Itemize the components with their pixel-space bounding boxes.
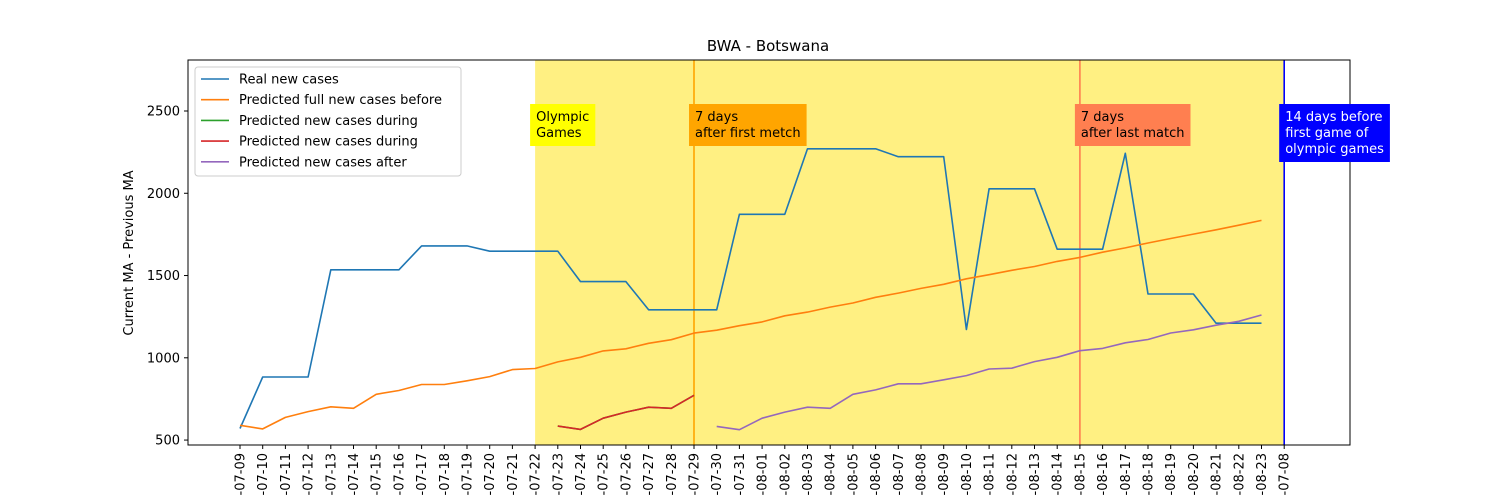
x-tick-label: -08-21 (1210, 453, 1225, 495)
series-line-0 (239, 148, 1262, 429)
x-tick-label: -07-19 (461, 453, 476, 495)
annotation-box (689, 104, 807, 146)
x-tick-label: -08-20 (1187, 453, 1202, 495)
legend-label: Predicted new cases during (239, 135, 418, 150)
y-tick-label: 2500 (147, 105, 180, 120)
legend-label: Predicted new cases during (239, 114, 418, 129)
axis-layer: 500 1000 1500 2000 2500 -07-09 -07-10 -07-11 -07… (147, 59, 1351, 495)
annotation-text: after first metch (695, 126, 801, 141)
annotation-text: olympic games (1285, 142, 1384, 157)
series-line-4 (716, 314, 1262, 431)
x-tick-label: -08-05 (846, 453, 861, 495)
y-tick-label: 500 (155, 434, 180, 449)
series-line-1 (239, 219, 1262, 430)
legend-label: Predicted new cases after (239, 155, 407, 170)
x-tick-label: -07-13 (324, 453, 339, 495)
x-tick-label: -08-04 (824, 453, 839, 495)
x-tick-label: -07-27 (642, 453, 657, 495)
annotation-text: Olympic (536, 110, 589, 125)
legend-label: Predicted full new cases before (239, 93, 442, 108)
x-tick-label: -08-07 (892, 453, 907, 495)
series-line-3 (557, 394, 695, 431)
x-tick-label: -07-14 (347, 453, 362, 495)
annotation-text: 7 days (1081, 110, 1124, 125)
annotation-box (1074, 104, 1191, 146)
x-tick-label: -07-31 (733, 453, 748, 495)
x-tick-label: -08-11 (983, 453, 998, 495)
annotation-text: first game of (1285, 126, 1369, 141)
x-tick-label: -08-06 (869, 453, 884, 495)
x-tick-label: -08-15 (1073, 453, 1088, 495)
x-tick-label: -07-18 (438, 453, 453, 495)
x-tick-label: -08-08 (915, 453, 930, 495)
x-tick-label: -08-22 (1232, 453, 1247, 495)
x-tick-label: -08-01 (756, 453, 771, 495)
x-tick-label: -07-15 (370, 453, 385, 495)
x-tick-label: -07-17 (415, 453, 430, 495)
x-tick-label: -07-09 (234, 453, 249, 495)
y-tick-label: 1000 (147, 351, 180, 366)
plot-frame (187, 59, 1351, 446)
x-tick-label: -07-30 (710, 453, 725, 495)
x-tick-label: -07-11 (279, 453, 294, 495)
x-tick-label: -08-18 (1142, 453, 1157, 495)
x-tick-label: -08-02 (778, 453, 793, 495)
x-tick-label: -08-14 (1051, 453, 1066, 495)
x-tick-label: -07-16 (392, 453, 407, 495)
x-tick-label: -08-10 (960, 453, 975, 495)
x-tick-label: -07-25 (597, 453, 612, 495)
x-tick-label: -08-23 (1255, 453, 1270, 495)
y-tick-label: 2000 (147, 187, 180, 202)
annotation-box (530, 104, 596, 146)
chart-title: BWA - Botswana (707, 37, 829, 55)
x-tick-label: -07-10 (256, 453, 271, 495)
x-tick-label: -07-08 (1278, 453, 1293, 495)
x-tick-label: -07-29 (688, 453, 703, 495)
x-tick-label: -07-20 (483, 453, 498, 495)
legend-label: Real new cases (239, 73, 339, 88)
x-tick-label: -08-13 (1028, 453, 1043, 495)
x-tick-label: -08-12 (1005, 453, 1020, 495)
x-tick-label: -07-28 (665, 453, 680, 495)
x-tick-label: -07-22 (529, 453, 544, 495)
x-tick-label: -08-03 (801, 453, 816, 495)
x-tick-label: -07-21 (506, 453, 521, 495)
annotation-text: after last match (1081, 126, 1185, 141)
annotation-box (1279, 104, 1390, 162)
x-tick-label: -08-16 (1096, 453, 1111, 495)
legend: Real new cases Predicted full new cases b… (194, 66, 462, 177)
x-tick-label: -07-23 (551, 453, 566, 495)
annotation-text: Games (536, 126, 582, 141)
y-axis-label: Current MA - Previous MA (122, 170, 137, 335)
annotation-text: 14 days before (1285, 110, 1382, 125)
x-tick-label: -08-17 (1119, 453, 1134, 495)
x-tick-label: -07-26 (619, 453, 634, 495)
legend-box (194, 66, 462, 177)
y-tick-label: 1500 (147, 269, 180, 284)
x-tick-label: -08-09 (937, 453, 952, 495)
annotation-text: 7 days (695, 110, 738, 125)
x-tick-label: -07-12 (302, 453, 317, 495)
x-tick-label: -08-19 (1164, 453, 1179, 495)
x-tick-label: -07-24 (574, 453, 589, 495)
